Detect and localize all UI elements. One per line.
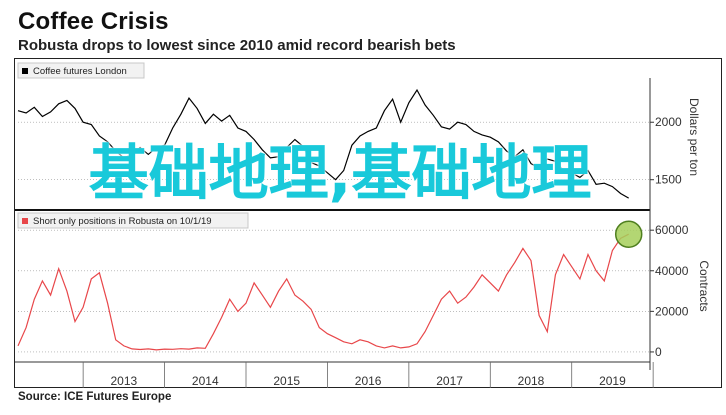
positions-series-line — [17, 233, 629, 351]
latest-value-highlight — [614, 220, 643, 248]
y-tick-label: 20000 — [655, 304, 689, 318]
positions-legend-swatch — [22, 218, 28, 224]
x-tick-label: 2014 — [192, 374, 219, 388]
x-tick-label: 2015 — [273, 374, 300, 388]
price-panel: Coffee futures London Dollars per ton 15… — [15, 62, 701, 211]
y-tick-label: 2000 — [655, 115, 682, 129]
positions-legend-label: Short only positions in Robusta on 10/1/… — [33, 216, 212, 227]
y-tick-label: 60000 — [655, 223, 689, 237]
price-legend-swatch — [22, 68, 28, 74]
positions-axis-label: Contracts — [697, 260, 711, 311]
chart-title: Coffee Crisis — [18, 8, 169, 35]
chart-subtitle: Robusta drops to lowest since 2010 amid … — [18, 37, 456, 54]
x-tick-label: 2018 — [518, 374, 545, 388]
source-note: Source: ICE Futures Europe — [18, 391, 172, 403]
price-axis-label: Dollars per ton — [687, 98, 701, 176]
x-axis: 2013 2014 2015 2016 2017 2018 2019 — [15, 78, 654, 388]
y-tick-label: 0 — [655, 345, 662, 359]
x-tick-label: 2013 — [111, 374, 138, 388]
y-tick-label: 40000 — [655, 264, 689, 278]
x-tick-label: 2016 — [355, 374, 382, 388]
positions-panel: Short only positions in Robusta on 10/1/… — [17, 212, 711, 359]
price-legend — [17, 62, 145, 79]
chart-frame — [14, 58, 722, 388]
y-tick-label: 1500 — [655, 173, 682, 187]
x-tick-label: 2019 — [599, 374, 626, 388]
watermark-text: 基础地理,基础地理 — [88, 139, 592, 209]
positions-legend — [17, 212, 249, 229]
price-series-line — [17, 88, 629, 199]
price-legend-label: Coffee futures London — [33, 66, 127, 77]
x-tick-label: 2017 — [436, 374, 463, 388]
